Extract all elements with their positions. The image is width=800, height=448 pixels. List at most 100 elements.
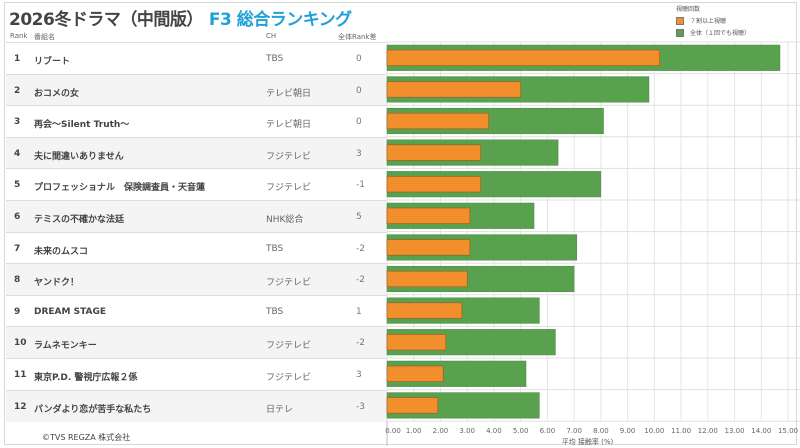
table-row[interactable]: 12 パンダより恋が苦手な私たち 日テレ -3: [6, 389, 387, 422]
cell-diff: -2: [356, 243, 365, 254]
cell-rank: 7: [14, 243, 21, 254]
bar-chart: 0.00 1.00 2.00 3.00 4.00 5.00 6.00 7.00 8.00 9.00…: [385, 41, 800, 446]
cell-rank: 8: [14, 275, 21, 286]
cell-diff: 0: [356, 117, 362, 128]
cell-diff: -2: [356, 275, 365, 286]
cell-ch: テレビ朝日: [266, 88, 312, 99]
cell-diff: 0: [356, 85, 362, 96]
x-tick-label: 13.00: [725, 427, 745, 435]
cell-diff: -1: [356, 180, 365, 191]
cell-diff: 1: [356, 306, 362, 317]
cell-name: ヤンドク！: [34, 278, 80, 289]
cell-name: リブート: [34, 57, 71, 67]
cell-diff: -3: [356, 401, 365, 412]
column-header-name: 番組名: [34, 33, 55, 41]
table-row[interactable]: 9 DREAM STAGE TBS 1: [6, 294, 387, 327]
column-header-rank: Rank: [10, 32, 28, 40]
page-title: 2026冬ドラマ（中間版） F3 総合ランキング: [9, 5, 352, 30]
cell-diff: 0: [356, 54, 362, 64]
cell-ch: フジテレビ: [266, 373, 312, 383]
cell-ch: フジテレビ: [266, 151, 312, 162]
table-row[interactable]: 2 おコメの女 テレビ朝日 0: [6, 73, 387, 106]
table-row[interactable]: 10 ラムネモンキー フジテレビ -2: [6, 326, 387, 359]
cell-diff: 3: [356, 370, 362, 380]
bar-orange: [386, 112, 489, 130]
bar-orange: [386, 49, 660, 66]
table-row[interactable]: 3 再会～Silent Truth～ テレビ朝日 0: [6, 105, 387, 137]
cell-rank: 12: [14, 401, 27, 412]
column-header-diff: 全体Rank差: [338, 33, 377, 41]
bar-orange: [386, 176, 481, 193]
cell-diff: 5: [356, 212, 362, 222]
table-row[interactable]: 6 テミスの不確かな法廷 NHK総合 5: [6, 200, 387, 232]
x-axis-label: 平均 接触率 (%): [562, 437, 614, 446]
x-tick-label: 0.00: [385, 427, 401, 435]
x-tick-label: 14.00: [751, 427, 771, 435]
table-row[interactable]: 8 ヤンドク！ フジテレビ -2: [6, 263, 387, 296]
table-row[interactable]: 4 夫に間違いありません フジテレビ 3: [6, 136, 387, 169]
cell-name: テミスの不確かな法廷: [34, 215, 125, 225]
table-row[interactable]: 5 プロフェッショナル 保険調査員・天音蓮 フジテレビ -1: [6, 168, 387, 200]
legend-swatch: [676, 28, 684, 37]
bar-orange: [386, 302, 463, 319]
cell-ch: フジテレビ: [266, 183, 312, 194]
table-row[interactable]: 11 東京P.D. 警視庁広報２係 フジテレビ 3: [6, 358, 387, 390]
cell-ch: NHK総合: [266, 215, 304, 225]
bar-orange: [386, 270, 468, 288]
column-header-ch: CH: [266, 32, 277, 40]
legend-title: 視聴回数: [676, 6, 701, 13]
x-tick-label: 7.00: [566, 427, 582, 435]
cell-name: 再会～Silent Truth～: [34, 120, 130, 131]
x-tick-label: 12.00: [698, 427, 718, 435]
bar-orange: [386, 239, 471, 256]
cell-rank: 2: [14, 85, 21, 96]
x-tick-label: 2.00: [433, 427, 449, 435]
cell-name: プロフェッショナル 保険調査員・天音蓮: [34, 183, 206, 194]
cell-rank: 5: [14, 180, 21, 191]
title-main: 2026冬ドラマ（中間版）: [9, 10, 203, 30]
bar-orange: [386, 334, 447, 351]
x-tick-label: 9.00: [620, 427, 636, 435]
cell-ch: TBS: [266, 243, 284, 254]
cell-rank: 4: [14, 148, 21, 159]
title-accent: F3 総合ランキング: [208, 10, 352, 30]
x-tick-label: 8.00: [593, 427, 609, 435]
cell-ch: TBS: [266, 306, 284, 317]
x-tick-label: 4.00: [486, 427, 502, 435]
cell-rank: 11: [14, 370, 27, 380]
cell-ch: 日テレ: [266, 404, 294, 415]
bar-orange: [386, 365, 444, 382]
cell-name: おコメの女: [34, 88, 80, 99]
x-tick-label: 3.00: [459, 427, 475, 435]
table-row[interactable]: 7 未来のムスコ TBS -2: [6, 231, 387, 264]
cell-rank: 3: [14, 117, 21, 128]
cell-rank: 9: [14, 306, 21, 317]
cell-rank: 10: [14, 338, 27, 349]
cell-name: パンダより恋が苦手な私たち: [34, 404, 152, 415]
bar-orange: [386, 397, 439, 414]
bar-orange: [386, 81, 521, 98]
legend-item-orange[interactable]: ７割以上視聴: [676, 16, 750, 25]
table-row[interactable]: 1 リブート TBS 0: [6, 42, 387, 74]
copyright: ©TVS REGZA 株式会社: [42, 433, 131, 442]
cell-ch: TBS: [266, 54, 284, 64]
x-tick-label: 10.00: [644, 427, 664, 435]
cell-ch: フジテレビ: [266, 341, 312, 352]
x-tick-label: 5.00: [513, 427, 529, 435]
bar-orange: [386, 144, 481, 161]
cell-rank: 1: [14, 54, 21, 64]
legend: 視聴回数 ７割以上視聴 全体（１回でも視聴）: [676, 4, 750, 37]
cell-diff: 3: [356, 148, 362, 159]
x-tick-label: 15.00: [778, 427, 798, 435]
cell-ch: テレビ朝日: [266, 120, 312, 131]
legend-item-green[interactable]: 全体（１回でも視聴）: [676, 28, 750, 37]
bar-orange: [386, 207, 471, 224]
cell-name: ラムネモンキー: [34, 341, 97, 352]
cell-name: DREAM STAGE: [34, 306, 107, 317]
cell-rank: 6: [14, 212, 21, 222]
cell-name: 未来のムスコ: [34, 246, 89, 257]
dashboard-frame: [4, 2, 797, 445]
legend-label: ７割以上視聴: [690, 18, 727, 25]
cell-diff: -2: [356, 338, 365, 349]
x-tick-label: 6.00: [540, 427, 556, 435]
